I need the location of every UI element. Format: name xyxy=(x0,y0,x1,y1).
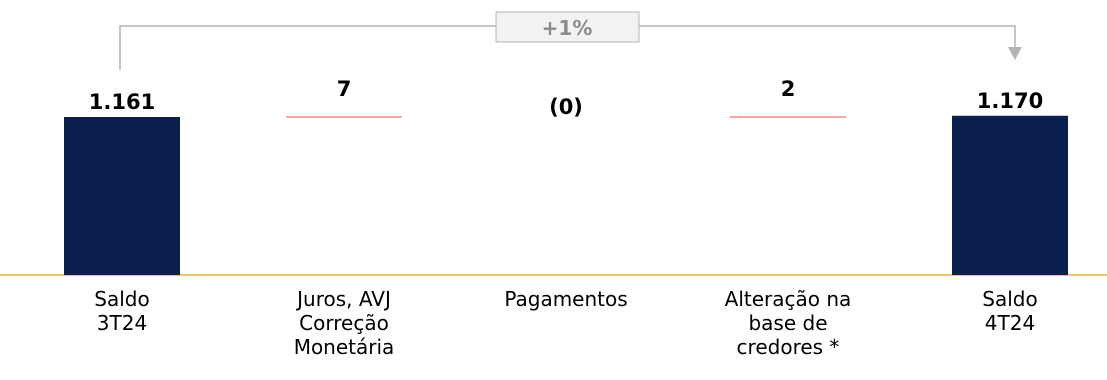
category-label-line: Correção xyxy=(299,311,389,335)
change-bracket: +1% xyxy=(119,11,1022,70)
value-label-2: (0) xyxy=(549,95,583,119)
category-label-line: Pagamentos xyxy=(504,287,627,311)
bracket-left-line xyxy=(119,25,496,70)
category-label-line: credores * xyxy=(737,335,840,359)
bracket-arrow-icon xyxy=(1008,47,1022,60)
value-labels-group: 1.161 7 (0) 2 1.170 xyxy=(89,77,1043,119)
change-box xyxy=(495,11,640,43)
value-label-3: 2 xyxy=(781,77,796,101)
category-label-line: Saldo xyxy=(94,287,149,311)
category-label-0: Saldo 3T24 xyxy=(94,287,149,335)
category-label-4: Saldo 4T24 xyxy=(982,287,1037,335)
value-label-4: 1.170 xyxy=(977,89,1043,113)
category-label-line: 4T24 xyxy=(985,311,1035,335)
category-label-3: Alteração na base de credores * xyxy=(725,287,852,359)
category-label-line: Saldo xyxy=(982,287,1037,311)
bars-group xyxy=(0,115,1107,276)
bar-0 xyxy=(64,117,180,275)
category-label-1: Juros, AVJ Correção Monetária xyxy=(294,287,395,359)
category-label-line: Monetária xyxy=(294,335,395,359)
category-label-line: base de xyxy=(748,311,827,335)
bar-4 xyxy=(952,115,1068,275)
value-label-1: 7 xyxy=(337,77,352,101)
category-label-line: Juros, AVJ xyxy=(295,287,391,311)
category-label-line: 3T24 xyxy=(97,311,147,335)
category-label-line: Alteração na xyxy=(725,287,852,311)
value-label-0: 1.161 xyxy=(89,90,155,114)
change-label: +1% xyxy=(542,16,593,40)
category-label-2: Pagamentos xyxy=(504,287,627,311)
bracket-right-line xyxy=(639,25,1016,48)
